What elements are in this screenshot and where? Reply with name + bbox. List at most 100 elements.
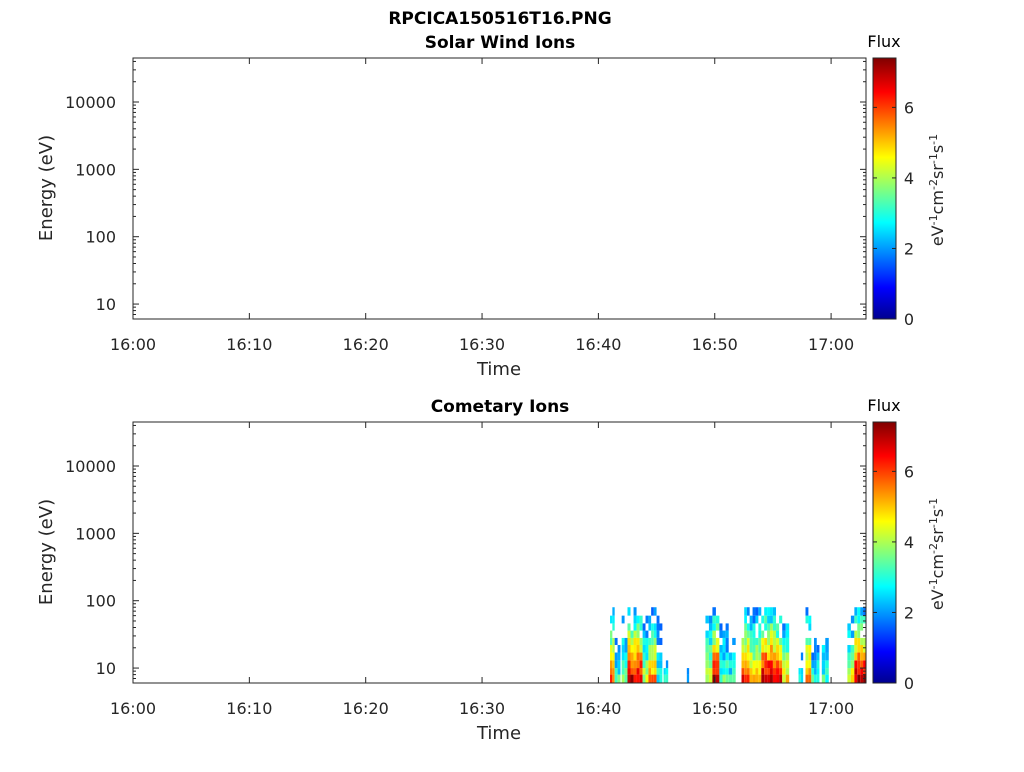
spectrogram-cell [656, 623, 660, 631]
spectrogram-cell [659, 660, 663, 669]
spectrogram-cell [857, 615, 861, 624]
spectrogram-cell [648, 652, 652, 661]
spectrogram-cell [659, 623, 663, 631]
spectrogram-cell [656, 630, 660, 638]
spectrogram-cell [776, 630, 780, 638]
panel-title: Solar Wind Ions [425, 33, 576, 53]
spectrogram-cell [651, 668, 654, 675]
spectrogram-cell [782, 644, 786, 653]
spectrogram-cell [732, 674, 736, 683]
spectrogram-cell [767, 630, 771, 638]
spectrogram-cell [617, 668, 621, 675]
spectrogram-cell [770, 615, 773, 624]
colorbar-tick-label: 6 [904, 462, 914, 481]
spectrogram-cell [741, 660, 745, 669]
spectrogram-cell [755, 644, 759, 653]
spectrogram-cell [761, 668, 765, 675]
spectrogram-cell [642, 668, 646, 675]
spectrogram-cell [749, 637, 753, 645]
spectrogram-cell [633, 615, 637, 624]
spectrogram-cell [767, 644, 771, 653]
spectrogram-cell [758, 630, 762, 638]
spectrogram-cell [651, 674, 654, 683]
spectrogram-cell [782, 668, 786, 675]
spectrogram-cell [752, 607, 756, 616]
spectrogram-cell [808, 644, 812, 653]
spectrogram-cell [722, 630, 726, 638]
spectrogram-cell [612, 607, 615, 616]
colorbar-gradient [873, 422, 896, 683]
spectrogram-cell [617, 660, 621, 669]
colorbar-tick-label: 2 [904, 239, 914, 258]
spectrogram-cell [779, 644, 783, 653]
spectrogram-cell [770, 660, 773, 669]
colorbar-frame [872, 421, 897, 684]
spectrogram-cell [854, 644, 858, 653]
spectrogram-cell [725, 644, 729, 653]
spectrogram-cell [772, 644, 777, 653]
spectrogram-cell [653, 637, 657, 645]
spectrogram-cell [725, 660, 729, 669]
spectrogram-cell [776, 637, 780, 645]
spectrogram-cell [805, 668, 809, 675]
spectrogram-cell [627, 630, 631, 638]
spectrogram-cell [854, 630, 858, 638]
spectrogram-cell [752, 630, 756, 638]
spectrogram-cell [863, 637, 866, 645]
spectrogram-cell [624, 660, 628, 669]
spectrogram-cell [621, 637, 625, 645]
spectrogram-cell [811, 674, 815, 683]
spectrogram-cell [610, 644, 613, 653]
spectrogram-cell [705, 644, 709, 653]
spectrogram-cell [648, 637, 652, 645]
spectrogram-cells [610, 607, 866, 683]
spectrogram-cell [725, 637, 729, 645]
spectrogram-cell [860, 674, 864, 683]
spectrogram-cell [715, 623, 720, 631]
x-axis: 16:00 16:10 16:20 16:30 16:40 16:50 17:00 [110, 58, 854, 354]
spectrogram-cell [612, 623, 615, 631]
spectrogram-cell [617, 644, 621, 653]
spectrogram-cell [712, 652, 716, 661]
spectrogram-cell [705, 637, 709, 645]
spectrogram-cell [741, 644, 745, 653]
spectrogram-cell [627, 652, 631, 661]
spectrogram-cell [705, 674, 709, 683]
spectrogram-cell [814, 652, 817, 661]
spectrogram-cell [847, 630, 851, 638]
spectrogram-cell [800, 674, 804, 683]
x-tick-label: 16:40 [575, 699, 621, 718]
colorbar-tick-label: 4 [904, 169, 914, 188]
colorbar: Flux 0 2 4 6 eV-1cm-2sr-1s-1 [867, 32, 947, 329]
spectrogram-cell [715, 652, 720, 661]
spectrogram-cell [708, 615, 713, 624]
spectrogram-cell [785, 637, 790, 645]
x-axis: 16:00 16:10 16:20 16:30 16:40 16:50 17:00 [110, 422, 854, 718]
spectrogram-cell [639, 644, 643, 653]
spectrogram-cell [627, 623, 631, 631]
spectrogram-cell [776, 660, 780, 669]
spectrogram-cell [770, 644, 773, 653]
spectrogram-cell [610, 668, 613, 675]
spectrogram-cell [850, 674, 855, 683]
spectrogram-cell [630, 652, 634, 661]
spectrogram-cell [741, 652, 745, 661]
spectrogram-cell [719, 630, 723, 638]
spectrogram-cell [633, 644, 637, 653]
spectrogram-cell [624, 652, 628, 661]
spectrogram-cell [752, 652, 756, 661]
spectrogram-cell [808, 623, 812, 631]
spectrogram-cell [732, 652, 736, 661]
spectrogram-cell [758, 637, 762, 645]
spectrogram-cell [663, 674, 666, 683]
spectrogram-cell [715, 674, 720, 683]
spectrogram-cell [614, 637, 618, 645]
spectrogram-cell [847, 674, 851, 683]
spectrogram-cell [746, 607, 750, 616]
spectrogram-cell [732, 637, 736, 645]
spectrogram-cell [767, 615, 771, 624]
spectrogram-cell [808, 652, 812, 661]
spectrogram-cell [847, 668, 851, 675]
spectrogram-cell [825, 637, 829, 645]
spectrogram-cell [651, 637, 654, 645]
